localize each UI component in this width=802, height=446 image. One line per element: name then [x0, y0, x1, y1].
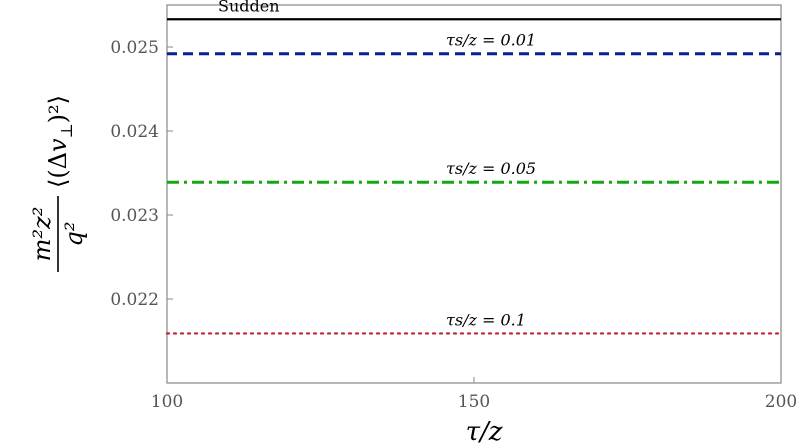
y-tick-label: 0.024	[110, 122, 159, 142]
ticks-layer: 100 150 200 0.022 0.023 0.024 0.025	[110, 38, 797, 412]
svg-text:m²z²: m²z²	[28, 207, 56, 262]
x-tick-label: 150	[458, 392, 490, 412]
x-tick-label: 200	[765, 392, 797, 412]
series-label-s-z-0-01: τs/z = 0.01	[446, 31, 536, 50]
series-label-s-z-0-1: τs/z = 0.1	[446, 310, 526, 329]
series-label-sudden: Sudden	[218, 0, 280, 15]
x-axis-label: τ/z	[466, 417, 503, 446]
svg-text:q²: q²	[60, 222, 88, 247]
x-tick-label: 100	[151, 392, 183, 412]
svg-text:⟨(Δv⊥)²⟩: ⟨(Δv⊥)²⟩	[44, 95, 76, 188]
series-labels: Sudden τs/z = 0.01 τs/z = 0.05 τs/z = 0.1	[218, 0, 536, 329]
y-tick-label: 0.022	[110, 290, 159, 310]
y-tick-label: 0.025	[110, 38, 159, 58]
series-label-s-z-0-05: τs/z = 0.05	[446, 159, 536, 178]
y-axis-label: m²z² q² ⟨(Δv⊥)²⟩	[28, 95, 88, 272]
y-tick-label: 0.023	[110, 206, 159, 226]
series-layer	[165, 18, 783, 335]
